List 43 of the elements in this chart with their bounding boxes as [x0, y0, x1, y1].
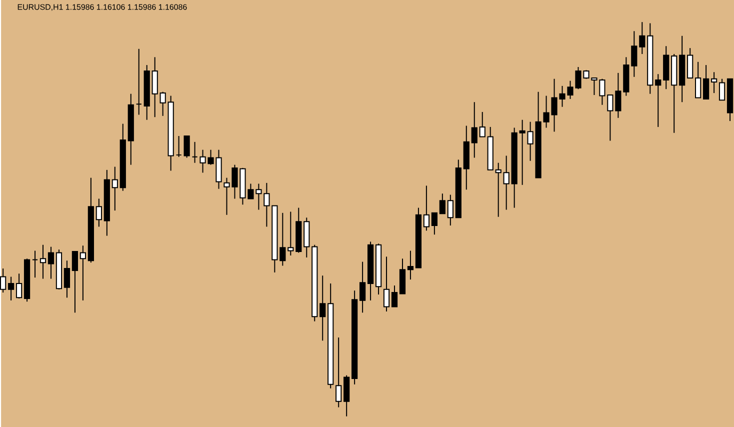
candlestick: [160, 91, 166, 116]
candlestick: [16, 272, 22, 299]
candlestick: [439, 192, 446, 214]
candlestick: [391, 284, 398, 308]
candlestick: [32, 250, 38, 278]
candlestick: [320, 274, 326, 341]
candlestick: [702, 64, 710, 100]
candlestick: [184, 135, 190, 158]
candlestick: [80, 244, 86, 301]
candlestick: [431, 212, 438, 235]
candlestick: [192, 141, 198, 164]
candlestick: [383, 256, 390, 312]
candlestick: [695, 61, 702, 98]
candlestick: [176, 135, 182, 158]
candlestick: [8, 276, 14, 301]
candlestick: [0, 268, 6, 293]
candlestick: [112, 166, 118, 211]
candlestick: [639, 21, 646, 54]
candlestick: [72, 250, 78, 313]
candlestick: [407, 250, 414, 280]
candlestick: [423, 185, 430, 231]
candlestick: [152, 56, 158, 118]
candlestick: [495, 162, 502, 218]
candlestick: [471, 101, 478, 158]
candlestick: [359, 261, 366, 313]
candlestick: [631, 30, 638, 78]
candlestick: [288, 211, 294, 256]
candlestick: [136, 48, 142, 116]
candlestick: [655, 73, 662, 128]
candlestick: [479, 111, 486, 138]
candlestick: [615, 72, 622, 118]
candlestick: [447, 194, 454, 226]
candlestick: [503, 155, 510, 210]
candlestick: [718, 78, 726, 100]
candlestick: [48, 246, 54, 280]
candlestick: [264, 182, 270, 228]
candlestick: [40, 244, 46, 280]
candlestick: [64, 260, 70, 298]
candlestick: [280, 212, 286, 266]
candlestick: [96, 198, 102, 228]
candlestick: [710, 71, 718, 94]
candlestick: [336, 336, 342, 408]
candlestick: [687, 47, 694, 78]
